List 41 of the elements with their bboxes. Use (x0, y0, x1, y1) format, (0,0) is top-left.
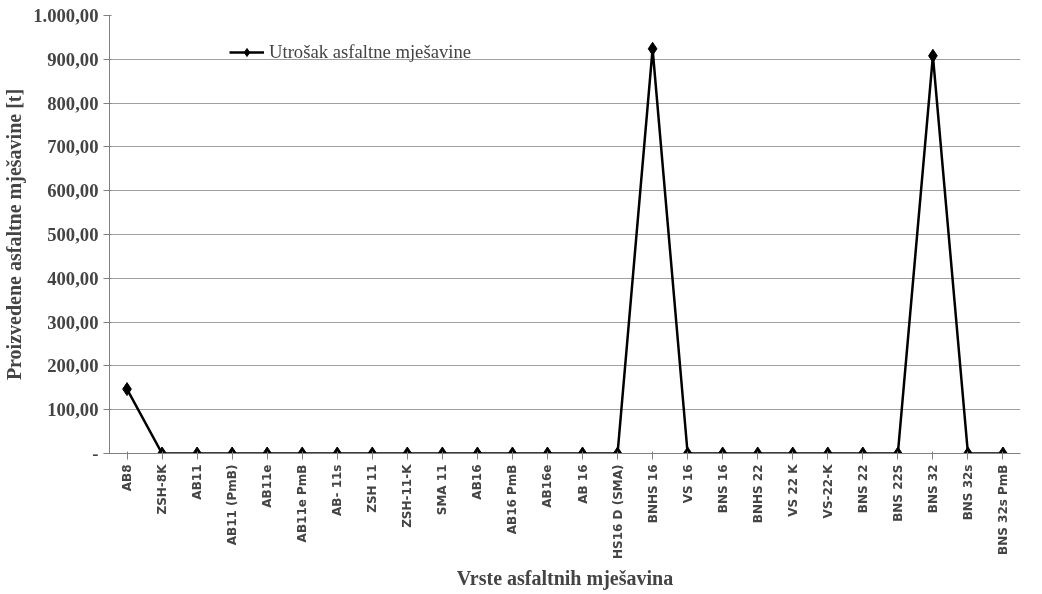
y-tick-label: 700,00 (47, 136, 99, 158)
x-tick-label: BNS 22S (890, 464, 905, 522)
x-tick-label: AB16 PmB (505, 464, 520, 535)
x-tick-label: AB8 (120, 464, 135, 492)
x-tick-label: BNS 16 (715, 464, 730, 514)
x-tick-label: ZSH-8K (155, 463, 170, 515)
y-tick-label: 100,00 (47, 399, 99, 421)
y-tick-label: 200,00 (47, 355, 99, 377)
x-tick-label: BNS 22 (855, 464, 870, 514)
x-tick-label: ZSH 11 (365, 464, 380, 513)
y-tick-label: 300,00 (47, 311, 99, 333)
y-tick-label: 900,00 (47, 48, 99, 70)
y-tick-label: - (92, 443, 99, 464)
x-tick-label: BNS 32 (925, 464, 940, 514)
y-tick-label: 500,00 (47, 224, 99, 245)
x-tick-label: SMA 11 (435, 464, 450, 516)
y-tick-label: 600,00 (47, 180, 99, 202)
x-tick-label: HS16 D (SMA) (610, 464, 625, 560)
x-tick-label: AB11e PmB (295, 464, 310, 543)
x-tick-label: AB 16 (575, 464, 590, 504)
x-tick-label: VS 22 K (785, 463, 800, 517)
y-tick-label: 400,00 (47, 267, 99, 289)
x-tick-label: AB16 (470, 464, 485, 500)
x-tick-label: AB11e (260, 464, 275, 508)
x-tick-label: BNS 32s (960, 464, 975, 521)
x-tick-label: BNHS 16 (645, 464, 660, 524)
y-axis-title: Proizvedene asfaltne mješavine [t] (3, 88, 27, 381)
x-tick-label: VS-22-K (820, 463, 835, 519)
legend-label: Utrošak asfaltne mješavine (269, 41, 472, 63)
x-tick-label: AB11 (190, 464, 205, 500)
x-axis-title: Vrste asfaltnih mješavina (456, 567, 674, 591)
y-tick-label: 1.000,00 (33, 5, 99, 26)
x-tick-label: AB- 11s (330, 464, 345, 516)
x-tick-label: BNS 32s PmB (995, 464, 1010, 555)
x-tick-label: VS 16 (680, 464, 695, 504)
x-tick-label: AB16e (540, 464, 555, 508)
point (647, 41, 658, 56)
x-tick-label: BNHS 22 (750, 464, 765, 524)
x-tick-label: ZSH-11-K (400, 463, 415, 528)
y-tick-label: 800,00 (47, 92, 99, 114)
x-tick-label: AB11 (PmB) (225, 464, 240, 546)
